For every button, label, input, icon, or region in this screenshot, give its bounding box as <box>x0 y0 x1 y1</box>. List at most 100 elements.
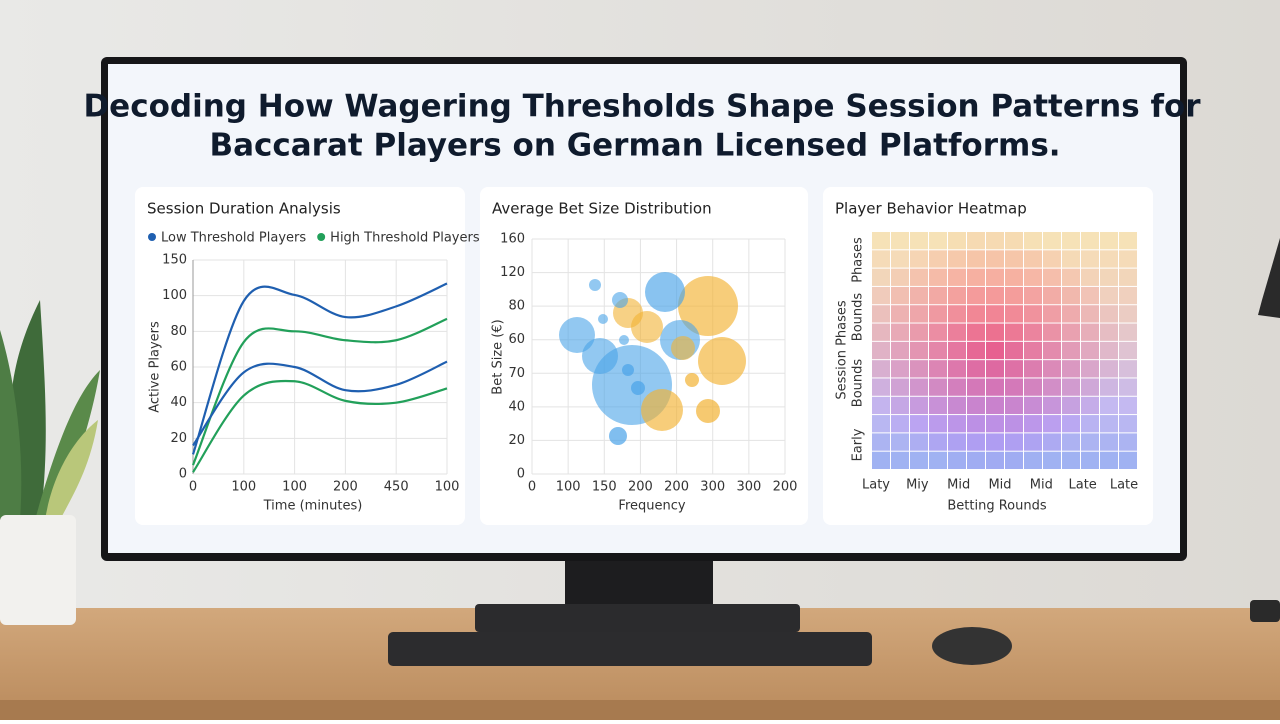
heat-cell <box>986 286 1004 305</box>
heat-cell <box>891 232 909 250</box>
heat-cell <box>948 305 966 323</box>
heat-cell <box>891 433 909 451</box>
heat-cell <box>1005 341 1023 360</box>
heat-cell <box>1005 396 1023 415</box>
heat-cell <box>910 305 928 323</box>
heat-cell <box>1081 451 1099 469</box>
bubbles <box>559 272 746 445</box>
heat-cell <box>872 268 890 286</box>
keyboard <box>388 632 872 666</box>
heat-cell <box>967 323 985 341</box>
heat-cell <box>948 323 966 341</box>
page-title: Decoding How Wagering Thresholds Shape S… <box>83 89 1201 125</box>
heat-cell <box>1005 378 1023 396</box>
heat-cell <box>929 286 947 305</box>
heat-cell <box>1081 250 1099 268</box>
heat-cell <box>929 323 947 341</box>
heat-cell <box>1024 378 1042 396</box>
x-axis-title: Time (minutes) <box>263 499 363 514</box>
heat-cell <box>1081 305 1099 323</box>
heat-cell <box>1081 378 1099 396</box>
x-tick-label: 200 <box>333 480 358 495</box>
y-tick-label: 100 <box>162 288 187 303</box>
heat-cell <box>1119 396 1137 415</box>
heat-cell <box>1119 232 1137 250</box>
heat-cell <box>1119 360 1137 378</box>
heat-cell <box>1119 268 1137 286</box>
heat-cell <box>1043 433 1061 451</box>
page-title: Baccarat Players on German Licensed Plat… <box>209 128 1060 164</box>
heat-cell <box>1005 232 1023 250</box>
heat-cell <box>1043 268 1061 286</box>
y-tick-label: 160 <box>500 232 525 247</box>
series-line <box>192 379 448 473</box>
heat-cell <box>1043 396 1061 415</box>
legend-label: High Threshold Players <box>330 231 480 246</box>
y-tick-label: 70 <box>508 366 525 381</box>
heat-cell <box>1062 451 1080 469</box>
x-tick-label: Mid <box>988 478 1011 493</box>
y-tick-label: 40 <box>170 395 187 410</box>
x-axis-title: Betting Rounds <box>947 499 1046 514</box>
heat-cell <box>910 360 928 378</box>
heat-cell <box>1005 305 1023 323</box>
heat-cell <box>1024 305 1042 323</box>
y-tick-label: 40 <box>508 399 525 414</box>
monitor-base <box>475 604 800 632</box>
y-tick-label: 60 <box>508 332 525 347</box>
heat-cell <box>1062 378 1080 396</box>
heat-cell <box>986 341 1004 360</box>
heat-cell <box>967 268 985 286</box>
heat-cell <box>1119 323 1137 341</box>
heat-cell <box>1119 378 1137 396</box>
heat-cell <box>1043 232 1061 250</box>
card <box>135 187 465 525</box>
heat-cell <box>872 323 890 341</box>
heat-cell <box>1062 232 1080 250</box>
y-axis-title: Bet Size (€) <box>491 319 506 394</box>
heat-cell <box>891 305 909 323</box>
heat-cell <box>929 433 947 451</box>
heat-cell <box>1100 415 1118 433</box>
heat-cell <box>910 323 928 341</box>
heat-cell <box>1024 415 1042 433</box>
heat-cell <box>891 323 909 341</box>
heat-cell <box>872 415 890 433</box>
heat-cell <box>891 451 909 469</box>
y-tick-label: 60 <box>170 360 187 375</box>
heat-cell <box>948 250 966 268</box>
x-tick-label: 0 <box>528 480 536 495</box>
heat-cell <box>1081 360 1099 378</box>
lamp-base <box>1250 600 1280 622</box>
y-tick-label: 20 <box>170 431 187 446</box>
heat-cell <box>910 232 928 250</box>
heat-cell <box>910 341 928 360</box>
heat-cell <box>929 305 947 323</box>
heat-cell <box>1100 268 1118 286</box>
heat-cell <box>986 378 1004 396</box>
heat-cell <box>929 378 947 396</box>
heat-cell <box>891 378 909 396</box>
heat-cell <box>1005 433 1023 451</box>
heat-cell <box>1081 268 1099 286</box>
series-line <box>192 360 448 447</box>
heat-cell <box>891 360 909 378</box>
heat-cell <box>929 415 947 433</box>
heat-cell <box>1100 305 1118 323</box>
x-tick-label: 200 <box>664 480 689 495</box>
heat-cell <box>986 250 1004 268</box>
heat-cell <box>872 250 890 268</box>
heat-cell <box>910 378 928 396</box>
y-tick-label: Phases <box>851 237 866 283</box>
heat-cell <box>872 286 890 305</box>
x-tick-label: Mid <box>1030 478 1053 493</box>
x-tick-label: Late <box>1069 478 1097 493</box>
heat-cell <box>948 433 966 451</box>
x-tick-label: 450 <box>384 480 409 495</box>
legend-marker <box>148 233 156 241</box>
heat-cell <box>891 341 909 360</box>
heat-cell <box>872 232 890 250</box>
heat-cell <box>1062 396 1080 415</box>
y-tick-label: 150 <box>162 253 187 268</box>
